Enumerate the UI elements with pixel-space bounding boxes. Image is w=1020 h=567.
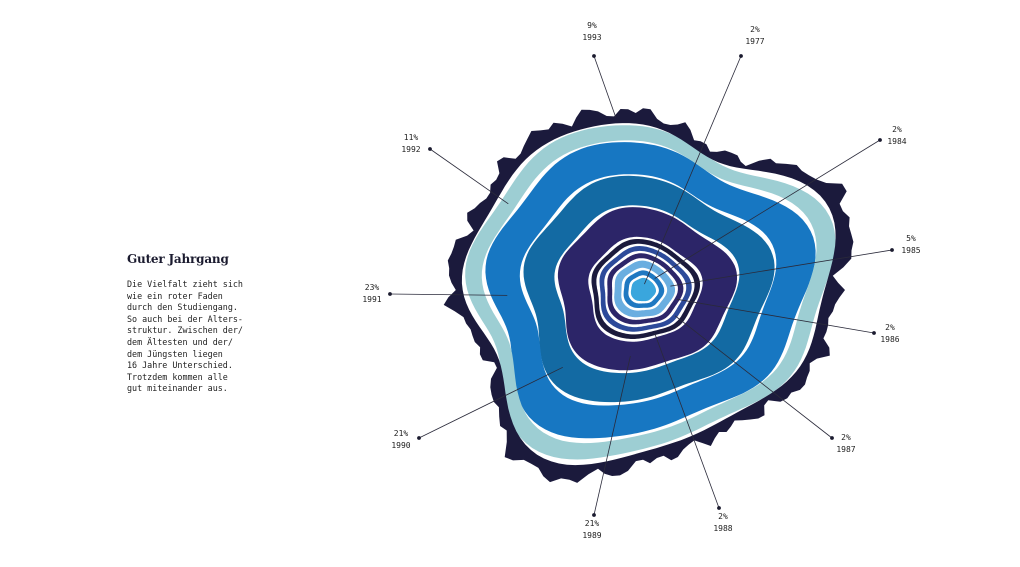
leader-line-1988 bbox=[654, 332, 720, 509]
label-pct-1986: 2% bbox=[885, 323, 895, 332]
leader-dot-1993 bbox=[592, 54, 596, 58]
leader-dot-1984 bbox=[878, 138, 882, 142]
leader-lines bbox=[388, 54, 894, 517]
leader-dot-1990 bbox=[417, 436, 421, 440]
body-line: dem Jüngsten liegen bbox=[127, 348, 223, 359]
label-year-1986: 1986 bbox=[880, 335, 899, 344]
label-year-1987: 1987 bbox=[836, 445, 855, 454]
body-line: 16 Jahre Unterschied. bbox=[127, 360, 233, 371]
label-pct-1993: 9% bbox=[587, 21, 597, 30]
ring-1990 bbox=[523, 175, 775, 403]
label-year-1992: 1992 bbox=[401, 145, 420, 154]
label-year-1984: 1984 bbox=[887, 137, 906, 146]
body-line: Trotzdem kommen alle bbox=[127, 371, 228, 382]
ring-labels: 2% 1977 2% 1984 5% 1985 2% 1986 2% 1987 2% 1988 21% 1… bbox=[362, 21, 920, 540]
leader-line-1987 bbox=[674, 315, 833, 439]
body-text: Die Vielfalt zieht sich wie ein roter Fa… bbox=[127, 279, 327, 395]
leader-dot-1991 bbox=[388, 292, 392, 296]
leader-line-1990 bbox=[418, 366, 563, 439]
body-line: wie ein roter Faden bbox=[127, 290, 223, 301]
label-year-1991: 1991 bbox=[362, 295, 381, 304]
leader-dot-1985 bbox=[890, 248, 894, 252]
leader-dot-1989 bbox=[592, 513, 596, 517]
headline: Guter Jahrgang bbox=[127, 252, 229, 266]
leader-dot-1988 bbox=[717, 506, 721, 510]
body-line: Die Vielfalt zieht sich bbox=[127, 279, 243, 289]
leader-dot-1977 bbox=[739, 54, 743, 58]
label-pct-1990: 21% bbox=[394, 429, 409, 438]
label-pct-1991: 23% bbox=[365, 283, 380, 292]
body-line: gut miteinander aus. bbox=[127, 383, 228, 394]
label-pct-1992: 11% bbox=[404, 133, 419, 142]
label-year-1985: 1985 bbox=[901, 246, 920, 255]
leader-line-1984 bbox=[654, 139, 881, 279]
label-pct-1977: 2% bbox=[750, 25, 760, 34]
leader-line-1977 bbox=[644, 55, 742, 285]
body-line: dem Ältesten und der/ bbox=[127, 336, 233, 347]
leader-line-1985 bbox=[670, 249, 893, 287]
leader-dot-1986 bbox=[872, 331, 876, 335]
leader-line-1993 bbox=[593, 55, 617, 118]
label-year-1993: 1993 bbox=[582, 33, 601, 42]
label-pct-1987: 2% bbox=[841, 433, 851, 442]
label-year-1990: 1990 bbox=[391, 441, 410, 450]
leader-dot-1992 bbox=[428, 147, 432, 151]
label-pct-1984: 2% bbox=[892, 125, 902, 134]
article-text: Guter Jahrgang Die Vielfalt zieht sich w… bbox=[127, 252, 327, 395]
body-line: durch den Studiengang. bbox=[127, 302, 238, 313]
leader-dot-1987 bbox=[830, 436, 834, 440]
body-line: struktur. Zwischen der/ bbox=[127, 325, 243, 336]
leader-line-1991 bbox=[389, 293, 508, 296]
label-year-1988: 1988 bbox=[713, 524, 732, 533]
label-year-1989: 1989 bbox=[582, 531, 601, 540]
label-pct-1985: 5% bbox=[906, 234, 916, 243]
ring-1984 bbox=[623, 270, 665, 308]
leader-line-1992 bbox=[429, 148, 509, 205]
leader-line-1986 bbox=[677, 298, 875, 334]
ring-1985 bbox=[614, 260, 675, 318]
ring-1977 bbox=[630, 277, 656, 302]
label-pct-1988: 2% bbox=[718, 512, 728, 521]
leader-line-1989 bbox=[593, 355, 631, 516]
body-line: So auch bei der Alters- bbox=[127, 313, 243, 324]
label-year-1977: 1977 bbox=[745, 37, 764, 46]
label-pct-1989: 21% bbox=[585, 519, 600, 528]
